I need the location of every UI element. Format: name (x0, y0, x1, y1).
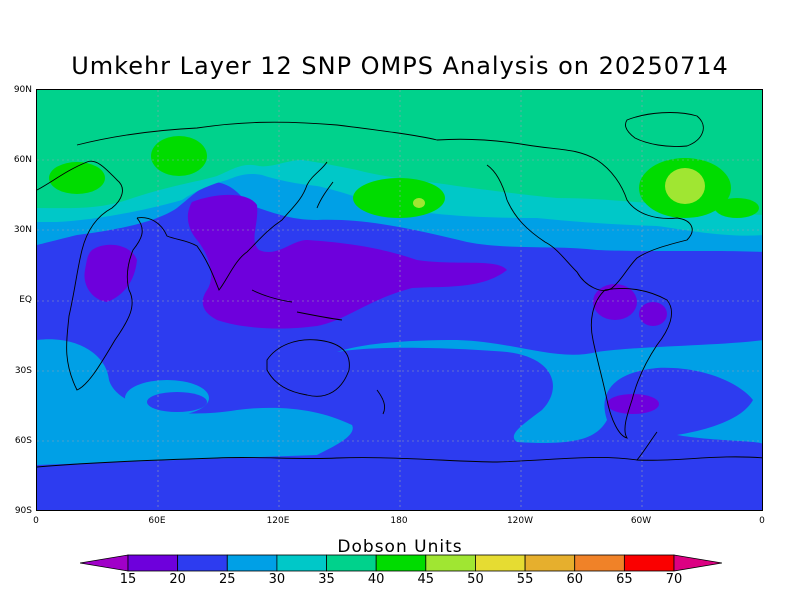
colorbar-label: 55 (516, 572, 534, 587)
x-tick-label: 60E (148, 516, 166, 526)
colorbar-label: 30 (268, 572, 286, 587)
y-tick-label: EQ (19, 295, 32, 305)
y-tick-label: 60N (13, 155, 32, 165)
x-tick-label: 180 (390, 516, 408, 526)
field-region-15-20 (187, 194, 507, 329)
colorbar-swatch (80, 554, 129, 572)
y-tick-label: 90S (14, 506, 32, 516)
x-tick-label: 120W (506, 516, 534, 526)
colorbar-label: 40 (367, 572, 385, 587)
x-tick-label: 120E (266, 516, 290, 526)
field-blob-40-45 (353, 178, 445, 218)
colorbar-label: 45 (417, 572, 435, 587)
field-blob-40-45 (715, 198, 759, 218)
ozone-map (36, 89, 763, 511)
colorbar-swatch (276, 554, 327, 572)
colorbar-swatch (177, 554, 228, 572)
y-tick-label: 30N (13, 225, 32, 235)
field-blob-40-45 (151, 136, 207, 176)
colorbar-label: 50 (467, 572, 484, 587)
colorbar-swatch (425, 554, 476, 572)
colorbar-swatch (574, 554, 625, 572)
field-band-35-40 (37, 90, 762, 215)
colorbar-label: 15 (119, 572, 137, 587)
colorbar-swatch (623, 554, 675, 572)
field-band-25-30-south (37, 339, 353, 465)
x-tick-label: 0 (759, 516, 765, 526)
field-pocket-20-25 (147, 392, 207, 412)
colorbar-swatch (326, 554, 377, 572)
field-region-15-20 (593, 284, 637, 320)
colorbar-label: 70 (665, 572, 683, 587)
y-tick-label: 90N (13, 85, 32, 95)
colorbar-label: 20 (169, 572, 186, 587)
colorbar-swatch (375, 554, 427, 572)
colorbar-label: 35 (318, 572, 335, 587)
graticule (37, 90, 762, 510)
field-blob-45-50 (665, 168, 705, 204)
field-blob-40-45 (49, 162, 105, 194)
y-tick-label: 30S (14, 366, 32, 376)
colorbar-swatch (127, 554, 179, 572)
field-region-15-20 (84, 244, 137, 302)
colorbar-label: 60 (566, 572, 583, 587)
field-region-15-20 (639, 302, 667, 326)
ozone-field-map (37, 90, 762, 510)
colorbar-title: Dobson Units (337, 537, 463, 557)
field-blob-45-50 (413, 198, 425, 208)
x-tick-label: 60W (630, 516, 652, 526)
coastlines (37, 112, 762, 468)
colorbar-label: 25 (218, 572, 236, 587)
colorbar (80, 554, 722, 572)
field-region-15-20 (607, 394, 659, 414)
y-tick-label: 60S (14, 436, 32, 446)
colorbar-swatch (524, 554, 576, 572)
colorbar-swatch (226, 554, 278, 572)
colorbar-swatch (673, 554, 722, 572)
colorbar-swatch (475, 554, 526, 572)
x-tick-label: 0 (33, 516, 39, 526)
map-title: Umkehr Layer 12 SNP OMPS Analysis on 202… (71, 52, 729, 80)
colorbar-label: 65 (616, 572, 633, 587)
field-band-25-30-south-pacific (337, 340, 762, 444)
